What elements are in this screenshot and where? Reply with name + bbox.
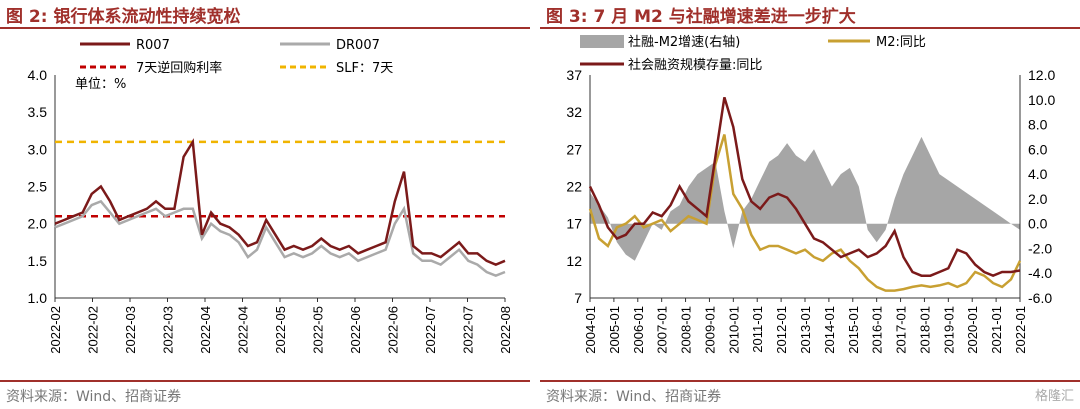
m2-yoy-line [588,134,1022,292]
chart-left-svg: 1.0 1.5 2.0 2.5 3.0 3.5 4.0 2022-02 2022-02 2022-… [28,38,513,354]
source-note: 资料来源：Wind、招商证券 [6,389,182,405]
r007-line [54,138,506,266]
y-tick-label: 2.0 [28,216,48,232]
x-tick-label: 2014-01 [822,306,837,354]
chart-title: 图 3: 7 月 M2 与社融增速差进一步扩大 [546,7,856,27]
footer-rule [0,380,530,382]
legend-slf-label: SLF：7天 [336,61,393,76]
y2-tick-label: 0.0 [1028,216,1048,232]
x-tick-label: 2022-06 [348,306,363,354]
y2-tick-label: 6.0 [1028,141,1048,157]
y-tick-label: 37 [566,67,582,83]
x-tick-label: 2020-01 [965,306,980,354]
x-tick-label: 2021-01 [989,306,1004,354]
dr007-line [54,199,506,278]
legend-dr007-label: DR007 [336,38,380,53]
x-tick-label: 2005-01 [607,306,622,354]
chart-right-svg: 7 12 17 22 27 32 37 -6.0 -4.0 -2.0 0.0 2.0 4.0 6.0 8.0… [566,34,1055,354]
chart-panel-right: 图 3: 7 月 M2 与社融增速差进一步扩大 7 12 17 22 27 32 37 -6.… [540,0,1080,409]
x-tick-label: 2022-07 [423,306,438,354]
x-tick-label: 2022-05 [273,306,288,354]
chart-title: 图 2: 银行体系流动性持续宽松 [6,7,241,27]
x-tick-label: 2022-02 [48,306,63,354]
x-tick-label: 2022-06 [386,306,401,354]
y-tick-label: 7 [574,290,582,306]
x-tick-label: 2010-01 [726,306,741,354]
y2-tick-label: 4.0 [1028,166,1048,182]
x-tick-label: 2022-05 [311,306,326,354]
y2-tick-label: -6.0 [1028,290,1052,306]
x-tick-label: 2008-01 [679,306,694,354]
y2-tick-label: -2.0 [1028,240,1052,256]
legend-reverse-repo-label: 7天逆回购利率 [136,60,222,76]
x-tick-label: 2022-03 [123,306,138,354]
unit-label: 单位：% [75,77,126,92]
watermark-logo: 格隆汇 [1034,389,1074,404]
x-tick-label: 2018-01 [917,306,932,354]
y-tick-label: 3.0 [28,141,48,157]
x-tick-label: 2022-04 [198,306,213,354]
y2-tick-label: -4.0 [1028,265,1052,281]
x-tick-label: 2013-01 [798,306,813,354]
x-tick-label: 2012-01 [774,306,789,354]
y-tick-label: 22 [566,179,582,195]
y-tick-label: 17 [566,216,582,232]
y-tick-label: 3.5 [28,104,48,120]
x-tick-label: 2022-07 [461,306,476,354]
y-tick-label: 32 [566,104,582,120]
x-tick-label: 2015-01 [846,306,861,354]
x-tick-label: 2019-01 [941,306,956,354]
y-tick-label: 4.0 [28,67,48,83]
chart-panel-left: 图 2: 银行体系流动性持续宽松 1.0 1.5 2.0 2.5 3.0 3.5 4.0 20… [0,0,530,409]
social-financing-m2-gap-area [590,136,1020,261]
legend-sf-label: 社会融资规模存量:同比 [628,57,762,73]
x-tick-label: 2022-03 [161,306,176,354]
y2-tick-label: 8.0 [1028,117,1048,133]
y-tick-label: 2.5 [28,179,48,195]
y-tick-label: 1.0 [28,290,48,306]
legend-gap-label: 社融-M2增速(右轴) [628,34,740,50]
legend-gap-swatch [580,35,624,48]
title-rule [0,27,530,29]
x-tick-label: 2022-02 [86,306,101,354]
y2-tick-label: 10.0 [1028,92,1055,108]
x-tick-label: 2016-01 [870,306,885,354]
y2-tick-label: 12.0 [1028,67,1055,83]
legend-r007-label: R007 [136,38,170,53]
x-tick-label: 2022-04 [236,306,251,354]
x-tick-label: 2006-01 [631,306,646,354]
title-rule [540,27,1080,29]
x-tick-label: 2004-01 [583,306,598,354]
x-tick-label: 2007-01 [655,306,670,354]
x-tick-label: 2022-08 [498,306,513,354]
legend-m2-label: M2:同比 [876,35,926,50]
y-tick-label: 1.5 [28,253,48,269]
x-tick-label: 2009-01 [702,306,717,354]
x-tick-label: 2011-01 [750,306,765,353]
y2-tick-label: 2.0 [1028,191,1048,207]
x-tick-label: 2017-01 [894,306,909,354]
y-tick-label: 12 [566,253,582,269]
source-note: 资料来源：Wind、招商证券 [546,389,722,405]
social-financing-yoy-line [588,96,1021,278]
y-tick-label: 27 [566,141,582,157]
x-tick-label: 2022-01 [1013,306,1028,354]
footer-rule [540,380,1080,382]
